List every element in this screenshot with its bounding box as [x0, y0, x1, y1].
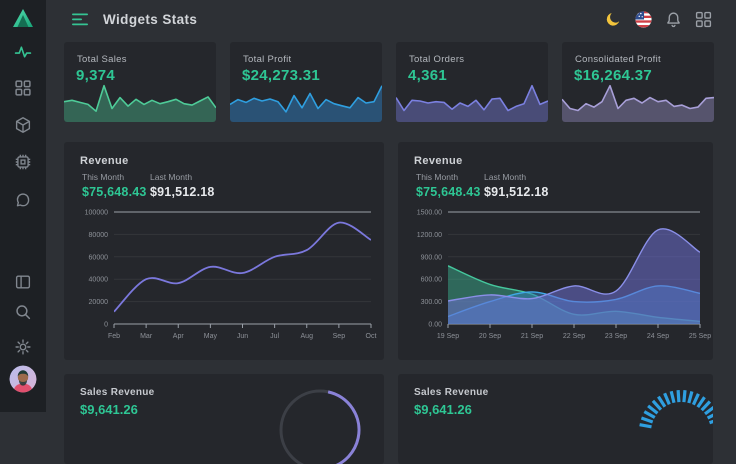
cpu-icon[interactable]	[15, 154, 32, 171]
stat-cards-row: Total Sales 9,374 Total Profit $24,273.3…	[64, 42, 714, 122]
bottom-row: Sales Revenue $9,641.26 Sales Revenue $9…	[64, 374, 713, 464]
svg-text:22 Sep: 22 Sep	[563, 333, 585, 340]
menu-toggle-icon[interactable]	[72, 13, 89, 26]
svg-text:25 Sep: 25 Sep	[689, 333, 711, 340]
sparkline-chart	[396, 82, 548, 122]
sales-revenue-card-donut: Sales Revenue $9,641.26	[64, 374, 384, 464]
notifications-bell-icon[interactable]	[665, 11, 682, 28]
app-logo-icon[interactable]	[12, 8, 34, 33]
search-icon[interactable]	[15, 304, 32, 321]
svg-text:600.00: 600.00	[421, 277, 443, 284]
svg-text:60000: 60000	[89, 254, 109, 261]
revenue-line-chart: 0 20000 40000 60000 80000 100000 Feb Mar Apr May J…	[64, 202, 384, 360]
svg-text:Oct: Oct	[366, 333, 377, 340]
revenue-card-monthly: Revenue This Month $75,648.43 Last Month…	[64, 142, 384, 360]
card-title: Sales Revenue	[80, 387, 155, 398]
last-month-label: Last Month	[150, 172, 215, 182]
revenue-row: Revenue This Month $75,648.43 Last Month…	[64, 142, 713, 360]
svg-text:Mar: Mar	[140, 333, 153, 340]
sparkline-chart	[562, 82, 714, 122]
stat-card-total-sales[interactable]: Total Sales 9,374	[64, 42, 216, 122]
svg-text:Jul: Jul	[270, 333, 279, 340]
card-title: Sales Revenue	[414, 387, 489, 398]
svg-text:0.00: 0.00	[428, 322, 442, 329]
this-month-label: This Month	[416, 172, 481, 182]
card-title: Revenue	[80, 155, 129, 167]
svg-text:19 Sep: 19 Sep	[437, 333, 459, 340]
stat-label: Total Sales	[77, 54, 127, 65]
svg-text:Jun: Jun	[237, 333, 248, 340]
stat-label: Total Orders	[409, 54, 464, 65]
this-month-value: $75,648.43	[82, 185, 147, 199]
last-month-label: Last Month	[484, 172, 549, 182]
svg-text:900.00: 900.00	[421, 254, 443, 261]
sparkline-chart	[230, 82, 382, 122]
us-flag-icon[interactable]	[635, 11, 652, 28]
activity-icon[interactable]	[15, 44, 32, 61]
card-value: $9,641.26	[80, 402, 138, 417]
svg-text:21 Sep: 21 Sep	[521, 333, 543, 340]
dashboard-grid-icon[interactable]	[15, 80, 32, 97]
svg-text:20000: 20000	[89, 299, 109, 306]
gauge-chart	[635, 382, 713, 464]
card-value: $9,641.26	[414, 402, 472, 417]
last-month-value: $91,512.18	[150, 185, 215, 199]
settings-gear-icon[interactable]	[15, 339, 32, 356]
sidebar	[0, 0, 46, 412]
revenue-area-chart: 0.00 300.00 600.00 900.00 1200.00 1500.00 19 S…	[398, 202, 713, 360]
donut-chart	[274, 380, 366, 464]
svg-text:1500.00: 1500.00	[417, 210, 442, 217]
svg-text:Aug: Aug	[301, 333, 314, 340]
apps-grid-icon[interactable]	[695, 11, 712, 28]
svg-text:100000: 100000	[85, 210, 108, 217]
stat-label: Total Profit	[243, 54, 291, 65]
svg-text:24 Sep: 24 Sep	[647, 333, 669, 340]
top-header: Widgets Stats	[46, 0, 736, 38]
card-title: Revenue	[414, 155, 463, 167]
sparkline-chart	[64, 82, 216, 122]
svg-text:Sep: Sep	[333, 333, 346, 340]
stat-card-total-profit[interactable]: Total Profit $24,273.31	[230, 42, 382, 122]
header-actions	[605, 11, 736, 28]
svg-text:80000: 80000	[89, 232, 109, 239]
dark-mode-moon-icon[interactable]	[605, 11, 622, 28]
stat-label: Consolidated Profit	[575, 54, 661, 65]
revenue-card-daily: Revenue This Month $75,648.43 Last Month…	[398, 142, 713, 360]
svg-text:May: May	[204, 333, 218, 340]
user-avatar[interactable]	[10, 366, 37, 393]
main-content: Widgets Stats	[46, 0, 736, 412]
svg-text:Apr: Apr	[173, 333, 185, 340]
package-box-icon[interactable]	[15, 117, 32, 134]
svg-text:23 Sep: 23 Sep	[605, 333, 627, 340]
chat-bubble-icon[interactable]	[15, 192, 32, 209]
last-month-value: $91,512.18	[484, 185, 549, 199]
page-title: Widgets Stats	[103, 12, 197, 27]
stat-card-total-orders[interactable]: Total Orders 4,361	[396, 42, 548, 122]
svg-text:20 Sep: 20 Sep	[479, 333, 501, 340]
layout-panel-icon[interactable]	[15, 274, 32, 291]
sales-revenue-card-gauge: Sales Revenue $9,641.26	[398, 374, 713, 464]
svg-text:0: 0	[104, 322, 108, 329]
svg-text:40000: 40000	[89, 277, 109, 284]
svg-text:Feb: Feb	[108, 333, 120, 340]
svg-text:1200.00: 1200.00	[417, 232, 442, 239]
this-month-label: This Month	[82, 172, 147, 182]
this-month-value: $75,648.43	[416, 185, 481, 199]
svg-text:300.00: 300.00	[421, 299, 443, 306]
stat-card-consolidated-profit[interactable]: Consolidated Profit $16,264.37	[562, 42, 714, 122]
